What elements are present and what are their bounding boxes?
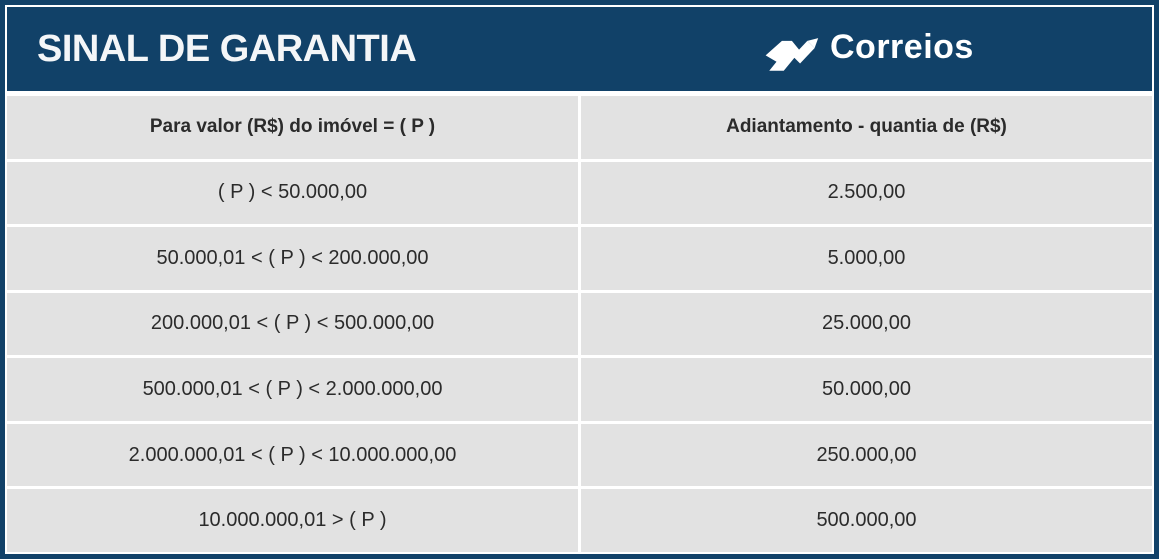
table-header-advance-amount: Adiantamento - quantia de (R$) [581,96,1152,159]
table-cell-amount-3: 25.000,00 [581,292,1152,356]
table-cell-range-5: 2.000.000,01 < ( P ) < 10.000.000,00 [7,423,578,487]
pricing-table: Para valor (R$) do imóvel = ( P ) Adiant… [7,96,1152,552]
table-cell-amount-2: 5.000,00 [581,227,1152,290]
header-band: SINAL DE GARANTIA Correios [7,7,1152,91]
correios-logo: Correios [762,7,974,91]
table-cell-amount-1: 2.500,00 [581,161,1152,225]
table-cell-amount-4: 50.000,00 [581,358,1152,421]
table-cell-range-3: 200.000,01 < ( P ) < 500.000,00 [7,292,578,356]
correios-arrows-icon [762,23,820,75]
correios-wordmark: Correios [830,28,974,66]
table-cell-range-4: 500.000,01 < ( P ) < 2.000.000,00 [7,358,578,421]
page-title: SINAL DE GARANTIA [37,27,417,70]
table-cell-range-6: 10.000.000,01 > ( P ) [7,489,578,552]
table-header-property-value: Para valor (R$) do imóvel = ( P ) [7,96,578,159]
table-cell-range-1: ( P ) < 50.000,00 [7,161,578,225]
table-cell-amount-5: 250.000,00 [581,423,1152,487]
table-cell-range-2: 50.000,01 < ( P ) < 200.000,00 [7,227,578,290]
table-cell-amount-6: 500.000,00 [581,489,1152,552]
